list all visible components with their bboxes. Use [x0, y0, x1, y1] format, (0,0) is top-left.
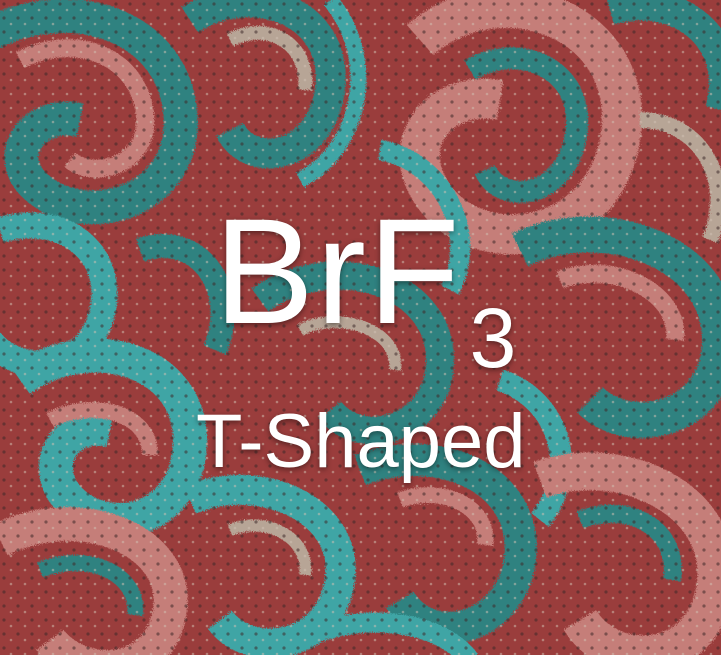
formula-subscript: 3 [469, 291, 517, 385]
chemical-formula: BrF3 [214, 196, 516, 380]
formula-main: BrF [214, 187, 462, 355]
molecular-geometry-label: T-Shaped [196, 399, 526, 484]
